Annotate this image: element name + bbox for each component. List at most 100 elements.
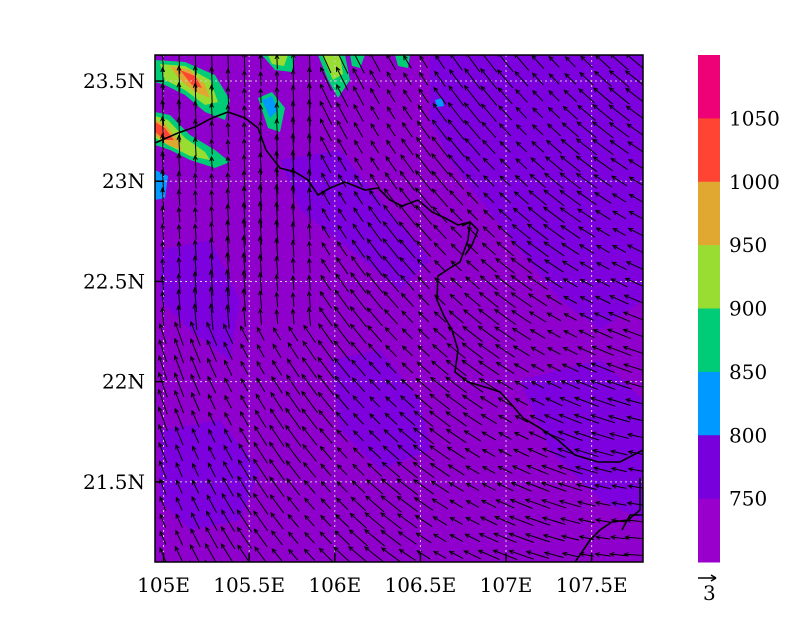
wind-vector: [495, 499, 515, 509]
wind-vector: [477, 308, 500, 326]
wind-vector: [480, 85, 498, 106]
wind-vector: [160, 240, 166, 257]
wind-vector: [257, 167, 263, 193]
wind-vector: [627, 159, 643, 169]
wind-vector: [480, 258, 497, 273]
wind-vector: [157, 406, 168, 431]
wind-vector: [465, 276, 480, 290]
wind-vector: [401, 138, 414, 156]
wind-vector: [367, 446, 382, 460]
wind-vector: [319, 290, 333, 309]
wind-vector: [192, 64, 198, 92]
wind-vector: [541, 464, 567, 475]
wind-vector: [191, 409, 200, 428]
wind-vector: [498, 123, 512, 137]
wind-vector: [209, 102, 215, 123]
wind-vector: [225, 138, 231, 155]
wind-vector: [176, 256, 182, 274]
wind-vector: [208, 285, 214, 313]
wind-vector: [385, 379, 397, 391]
wind-vector: [525, 481, 550, 492]
wind-vector: [398, 411, 416, 427]
wind-vector: [289, 567, 298, 578]
wind-vector: [495, 361, 515, 374]
wind-vector: [191, 427, 200, 444]
wind-vector: [428, 410, 451, 428]
wind-vector: [447, 118, 465, 141]
wind-vector: [290, 116, 296, 143]
wind-vector: [304, 514, 315, 527]
wind-vector: [399, 170, 416, 191]
wind-vector: [510, 292, 533, 308]
wind-vector: [240, 325, 249, 342]
wind-vector: [499, 158, 511, 170]
wind-vector: [445, 411, 467, 427]
wind-vector: [606, 345, 632, 357]
wind-vector: [240, 343, 249, 359]
wind-vector: [194, 55, 197, 75]
wind-vector: [290, 100, 296, 125]
wind-vector: [209, 205, 214, 224]
wind-vector: [560, 242, 580, 256]
wind-vector: [385, 396, 397, 408]
wind-vector: [578, 329, 595, 339]
wind-vector: [354, 157, 363, 171]
y-tick-label: 21.5N: [83, 470, 145, 494]
wind-vector: [225, 304, 230, 329]
wind-vector: [526, 464, 549, 475]
wind-vector: [577, 208, 596, 222]
wind-vector: [478, 378, 499, 392]
wind-vector: [431, 498, 449, 510]
wind-vector: [320, 463, 332, 477]
wind-vector: [546, 364, 561, 372]
wind-vector: [257, 218, 263, 245]
wind-vector: [513, 363, 529, 373]
wind-vector: [511, 223, 531, 240]
wind-vector: [173, 372, 185, 398]
wind-vector: [575, 155, 598, 173]
wind-vector: [370, 105, 380, 120]
wind-vector: [223, 341, 233, 360]
wind-vector: [625, 261, 643, 270]
wind-vector: [206, 321, 218, 346]
wind-vector: [290, 221, 296, 242]
wind-vector: [353, 121, 364, 138]
wind-vector: [349, 512, 368, 529]
wind-vector: [318, 409, 334, 428]
wind-vector: [176, 65, 182, 92]
wind-vector: [369, 413, 381, 425]
wind-vector: [209, 155, 215, 172]
wind-vector: [189, 560, 192, 562]
wind-vector: [207, 375, 217, 394]
wind-vector: [285, 424, 302, 447]
wind-vector: [544, 156, 563, 172]
wind-vector: [209, 172, 215, 189]
wind-vector: [626, 415, 643, 422]
wind-vector: [594, 500, 611, 507]
wind-vector: [192, 189, 198, 206]
wind-vector: [206, 510, 218, 531]
wind-vector: [611, 501, 627, 506]
wind-vector: [412, 427, 435, 445]
wind-vector: [579, 296, 594, 304]
wind-vector: [396, 461, 418, 479]
wind-vector: [433, 86, 447, 105]
wind-vector: [610, 535, 628, 540]
wind-vector: [225, 235, 230, 262]
wind-vector: [433, 550, 447, 559]
wind-vector: [559, 172, 582, 190]
wind-vector: [414, 394, 433, 410]
wind-vector: [496, 379, 514, 391]
wind-vector: [511, 327, 531, 341]
wind-vector: [398, 187, 416, 209]
colorbar-segment: [698, 55, 720, 119]
wind-vector: [530, 398, 545, 406]
wind-vector: [493, 308, 517, 325]
wind-vector: [306, 133, 312, 160]
wind-vector: [527, 275, 549, 291]
wind-vector: [157, 355, 168, 380]
wind-vector: [415, 204, 433, 225]
wind-vector: [225, 155, 231, 172]
wind-vector: [412, 444, 435, 462]
wind-vector: [335, 411, 349, 426]
